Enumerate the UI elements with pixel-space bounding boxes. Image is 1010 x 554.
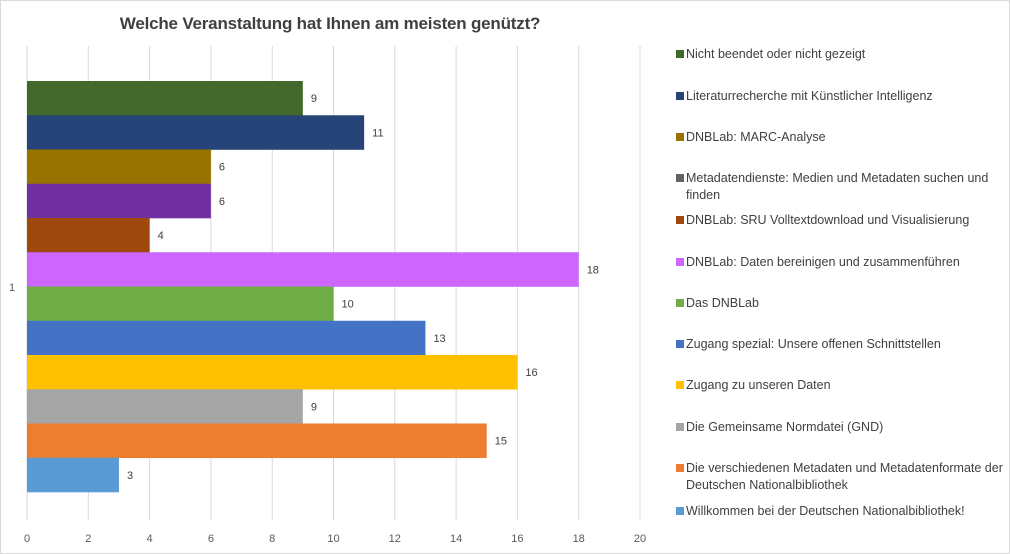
legend-swatch-icon <box>676 50 684 58</box>
plot-area: 9 11 6 6 4 18 10 13 16 9 15 3 0 2 4 6 8 10 12 14 16 18 20 1 <box>9 46 646 545</box>
legend-item: Die verschiedenen Metadaten und Metadate… <box>676 460 1006 494</box>
legend-item: Zugang spezial: Unsere offenen Schnittst… <box>676 336 1006 353</box>
legend-item: Literaturrecherche mit Künstlicher Intel… <box>676 88 1006 105</box>
legend-item: DNBLab: SRU Volltextdownload und Visuali… <box>676 212 1006 229</box>
bar <box>27 423 487 459</box>
legend-label: DNBLab: Daten bereinigen und zusammenfüh… <box>686 255 960 269</box>
x-tick-label: 10 <box>327 533 339 545</box>
bar <box>27 457 119 493</box>
x-tick-label: 0 <box>24 533 30 545</box>
data-label: 6 <box>219 162 225 174</box>
legend-swatch-icon <box>676 133 684 141</box>
x-tick-label: 8 <box>269 533 275 545</box>
bar <box>27 286 334 322</box>
data-label: 9 <box>311 401 317 413</box>
legend-label: Zugang spezial: Unsere offenen Schnittst… <box>686 337 941 351</box>
legend-swatch-icon <box>676 299 684 307</box>
legend-label: Die Gemeinsame Normdatei (GND) <box>686 420 884 434</box>
legend-swatch-icon <box>676 216 684 224</box>
bars <box>27 81 579 493</box>
legend-label: DNBLab: MARC-Analyse <box>686 130 826 144</box>
data-label: 13 <box>433 333 445 345</box>
bar <box>27 252 579 287</box>
bar-labels: 9 11 6 6 4 18 10 13 16 9 15 3 <box>127 93 599 482</box>
x-tick-label: 6 <box>208 533 214 545</box>
legend-swatch-icon <box>676 381 684 389</box>
legend-item: Zugang zu unseren Daten <box>676 377 1006 394</box>
data-label: 6 <box>219 196 225 208</box>
legend-item: DNBLab: MARC-Analyse <box>676 129 1006 146</box>
x-tick-label: 2 <box>85 533 91 545</box>
legend-label: Die verschiedenen Metadaten und Metadate… <box>686 461 1003 492</box>
data-label: 18 <box>587 264 599 276</box>
data-label: 9 <box>311 93 317 105</box>
bar <box>27 355 518 390</box>
legend-swatch-icon <box>676 507 684 515</box>
bar <box>27 149 211 185</box>
legend-label: Metadatendienste: Medien und Metadaten s… <box>686 171 989 202</box>
legend-item: Metadatendienste: Medien und Metadaten s… <box>676 170 1006 204</box>
x-tick-label: 14 <box>450 533 462 545</box>
legend-item: Nicht beendet oder nicht gezeigt <box>676 46 1006 63</box>
bar <box>27 389 303 424</box>
x-tick-label: 20 <box>634 533 646 545</box>
legend-swatch-icon <box>676 340 684 348</box>
legend-item: DNBLab: Daten bereinigen und zusammenfüh… <box>676 254 1006 271</box>
legend-item: Die Gemeinsame Normdatei (GND) <box>676 419 1006 436</box>
chart-title: Welche Veranstaltung hat Ihnen am meiste… <box>119 14 541 33</box>
legend-item: Das DNBLab <box>676 295 1006 312</box>
data-label: 15 <box>495 436 507 448</box>
bar <box>27 115 365 150</box>
legend-item: Willkommen bei der Deutschen Nationalbib… <box>676 503 1006 520</box>
bar <box>27 183 211 219</box>
bar <box>27 320 426 356</box>
legend-swatch-icon <box>676 92 684 100</box>
x-tick-label: 12 <box>389 533 401 545</box>
x-axis-ticks: 0 2 4 6 8 10 12 14 16 18 20 <box>24 533 646 545</box>
bar <box>27 81 303 116</box>
data-label: 4 <box>158 230 164 242</box>
legend-swatch-icon <box>676 258 684 266</box>
legend-label: Willkommen bei der Deutschen Nationalbib… <box>686 504 965 518</box>
category-label: 1 <box>9 282 15 294</box>
data-label: 11 <box>372 127 383 139</box>
data-label: 10 <box>342 299 354 311</box>
legend-label: Zugang zu unseren Daten <box>686 378 831 392</box>
data-label: 3 <box>127 470 133 482</box>
bar <box>27 218 150 253</box>
legend-label: Literaturrecherche mit Künstlicher Intel… <box>686 89 933 103</box>
legend-swatch-icon <box>676 174 684 182</box>
x-tick-label: 16 <box>511 533 523 545</box>
legend-label: Das DNBLab <box>686 296 759 310</box>
legend-swatch-icon <box>676 464 684 472</box>
x-tick-label: 18 <box>573 533 585 545</box>
legend-label: DNBLab: SRU Volltextdownload und Visuali… <box>686 213 970 227</box>
x-tick-label: 4 <box>147 533 153 545</box>
data-label: 16 <box>525 367 537 379</box>
legend-label: Nicht beendet oder nicht gezeigt <box>686 47 866 61</box>
legend-swatch-icon <box>676 423 684 431</box>
